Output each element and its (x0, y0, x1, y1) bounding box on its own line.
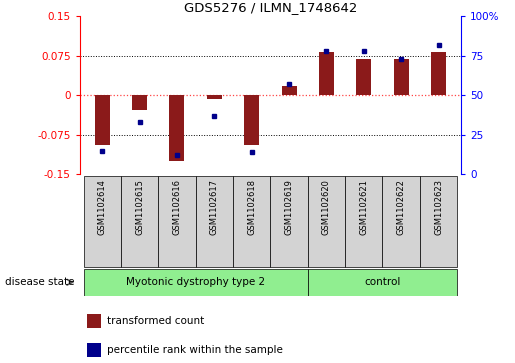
Title: GDS5276 / ILMN_1748642: GDS5276 / ILMN_1748642 (184, 1, 357, 14)
Text: Myotonic dystrophy type 2: Myotonic dystrophy type 2 (126, 277, 265, 287)
Bar (88, 343, 101, 356)
Text: GSM1102623: GSM1102623 (434, 179, 443, 235)
Bar (356, 60, 371, 95)
Text: GSM1102616: GSM1102616 (173, 179, 181, 235)
Bar (233, 176, 270, 267)
Bar (383, 176, 420, 267)
Text: GSM1102618: GSM1102618 (247, 179, 256, 235)
Bar (83, 176, 121, 267)
Bar (431, 52, 446, 95)
Bar (83, 269, 308, 296)
Text: control: control (364, 277, 401, 287)
Bar (196, 176, 233, 267)
Bar (88, 314, 101, 328)
Bar (207, 95, 222, 99)
Bar (319, 52, 334, 95)
Bar (95, 95, 110, 145)
Text: GSM1102619: GSM1102619 (285, 179, 294, 234)
Bar (132, 95, 147, 110)
Bar (345, 176, 383, 267)
Text: GSM1102615: GSM1102615 (135, 179, 144, 234)
Text: GSM1102620: GSM1102620 (322, 179, 331, 234)
Text: GSM1102617: GSM1102617 (210, 179, 219, 235)
Text: disease state: disease state (5, 277, 75, 287)
Text: GSM1102621: GSM1102621 (359, 179, 368, 234)
Text: GSM1102614: GSM1102614 (98, 179, 107, 234)
Bar (121, 176, 158, 267)
Bar (308, 269, 457, 296)
Text: transformed count: transformed count (107, 316, 204, 326)
Bar (270, 176, 308, 267)
Bar (282, 86, 297, 95)
Text: percentile rank within the sample: percentile rank within the sample (107, 344, 282, 355)
Bar (169, 95, 184, 161)
Bar (308, 176, 345, 267)
Bar (393, 60, 408, 95)
Bar (420, 176, 457, 267)
Bar (158, 176, 196, 267)
Bar (244, 95, 259, 145)
Text: GSM1102622: GSM1102622 (397, 179, 406, 234)
